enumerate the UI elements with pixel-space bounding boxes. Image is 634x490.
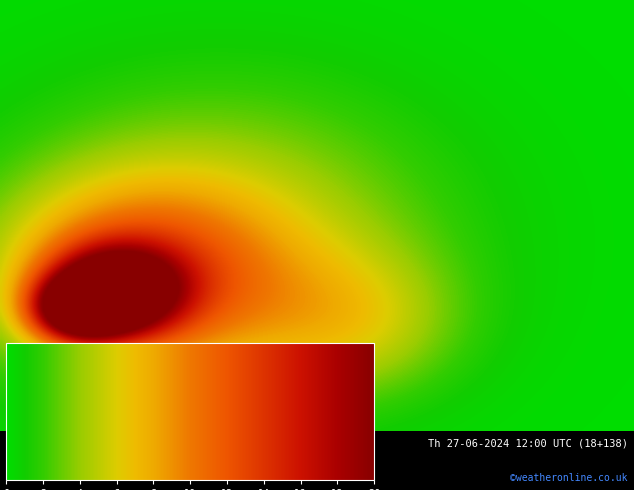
Text: ©weatheronline.co.uk: ©weatheronline.co.uk bbox=[510, 473, 628, 483]
Text: Th 27-06-2024 12:00 UTC (18+138): Th 27-06-2024 12:00 UTC (18+138) bbox=[428, 438, 628, 448]
Text: RH 700 hPa Spread mean+σ [gpdm] ECMWF: RH 700 hPa Spread mean+σ [gpdm] ECMWF bbox=[6, 438, 238, 448]
